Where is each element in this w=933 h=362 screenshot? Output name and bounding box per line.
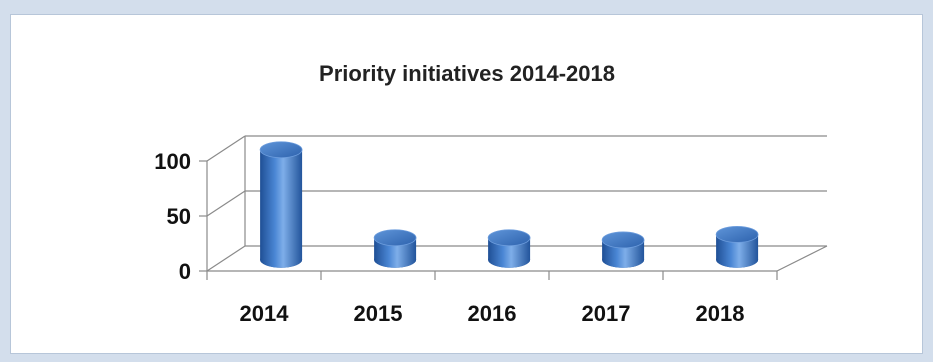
y-tick-label: 50 (167, 204, 191, 229)
bar-2017 (601, 231, 645, 268)
x-tick-label: 2016 (468, 301, 517, 326)
x-tick-label: 2017 (582, 301, 631, 326)
x-tick-label: 2014 (240, 301, 290, 326)
gridline-side (206, 245, 246, 272)
bar-2015 (373, 229, 417, 268)
y-axis-ticks: 0 50 100 (154, 149, 191, 284)
bar-2014 (259, 141, 303, 268)
y-tick-label: 100 (154, 149, 191, 174)
y-tick-label: 0 (179, 259, 191, 284)
chart-title: Priority initiatives 2014-2018 (319, 61, 615, 86)
bars (259, 141, 759, 268)
gridline-side (206, 190, 246, 217)
chart-panel: Priority initiatives 2014-2018 0 50 100 20… (10, 14, 923, 354)
x-tick-label: 2015 (354, 301, 403, 326)
x-tick-label: 2018 (696, 301, 745, 326)
x-axis-ticks: 2014 2015 2016 2017 2018 (240, 301, 745, 326)
bar-2016 (487, 229, 531, 268)
bar-chart-3d: Priority initiatives 2014-2018 0 50 100 20… (154, 61, 828, 326)
floor-edge (776, 245, 828, 272)
bar-2018 (715, 226, 759, 268)
gridline-side (206, 135, 246, 162)
